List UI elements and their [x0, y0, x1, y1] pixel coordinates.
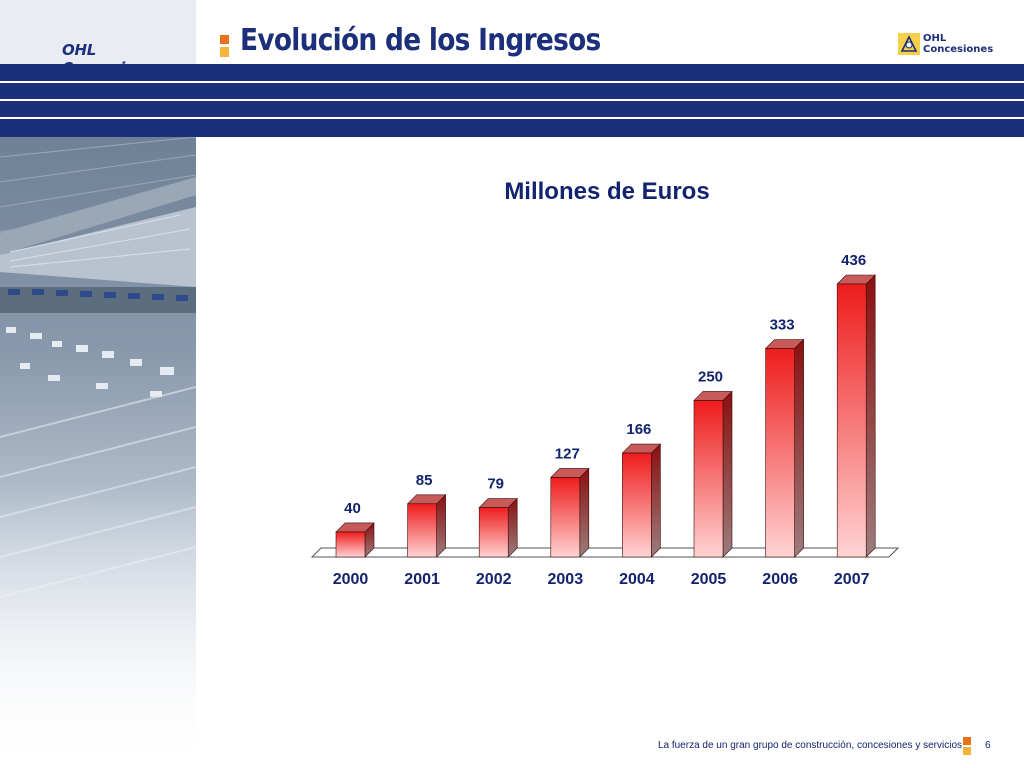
- chart-title: Millones de Euros: [504, 178, 710, 205]
- bar-front: [765, 348, 795, 558]
- x-tick-label: 2006: [762, 571, 798, 588]
- stripe-line: [0, 81, 1024, 83]
- value-label: 333: [770, 316, 795, 333]
- value-label: 85: [416, 472, 433, 489]
- bar-2002: [478, 497, 518, 558]
- ohl-logo-icon: [898, 33, 920, 55]
- bar-side: [579, 467, 590, 558]
- bar-front: [550, 477, 581, 558]
- bar-2006: [764, 338, 805, 558]
- bar-side: [651, 443, 661, 558]
- bar-front: [335, 531, 366, 558]
- bar-side: [794, 338, 804, 558]
- header-stripe-band: [0, 64, 1024, 137]
- value-label: 127: [555, 445, 580, 462]
- x-tick-label: 2007: [834, 571, 870, 588]
- page-title: Evolución de los Ingresos: [240, 23, 601, 58]
- stripe-line: [0, 117, 1024, 119]
- bar-2000: [335, 522, 375, 558]
- value-label: 436: [841, 252, 866, 269]
- bar-2003: [550, 467, 590, 558]
- footer-bullet-icon: [963, 737, 971, 755]
- ohl-logo: OHL Concesiones: [898, 33, 993, 57]
- stripe-line: [0, 99, 1024, 101]
- bar-2004: [621, 443, 662, 558]
- x-tick-label: 2005: [691, 571, 727, 588]
- bar-side: [722, 390, 733, 558]
- bar-front: [836, 283, 867, 558]
- bar-side: [865, 274, 876, 558]
- title-bullet-icon: [220, 35, 229, 57]
- bar-side: [507, 497, 518, 558]
- chart-floor: [310, 547, 900, 558]
- bar-front: [407, 503, 437, 558]
- x-tick-label: 2004: [619, 571, 655, 588]
- header-brand-box: OHL Concesiones: [0, 0, 196, 77]
- bar-front: [622, 452, 652, 558]
- ohl-logo-line2: Concesiones: [923, 44, 994, 55]
- x-tick-label: 2001: [404, 571, 440, 588]
- value-label: 79: [487, 476, 504, 493]
- bar-2005: [693, 390, 733, 558]
- value-label: 166: [626, 421, 651, 438]
- page-number: 6: [985, 740, 991, 751]
- bar-front: [693, 400, 724, 558]
- ohl-logo-line1: OHL: [923, 33, 947, 44]
- bar-2001: [406, 494, 447, 558]
- value-label: 250: [698, 368, 723, 385]
- bar-2007: [836, 274, 876, 558]
- bar-side: [436, 494, 446, 558]
- x-tick-label: 2002: [476, 571, 512, 588]
- toll-plaza-photo: [0, 137, 196, 768]
- x-tick-label: 2003: [548, 571, 584, 588]
- x-tick-label: 2000: [333, 571, 369, 588]
- footer-tagline: La fuerza de un gran grupo de construcci…: [657, 740, 962, 751]
- bar-front: [478, 507, 509, 558]
- value-label: 40: [344, 500, 361, 517]
